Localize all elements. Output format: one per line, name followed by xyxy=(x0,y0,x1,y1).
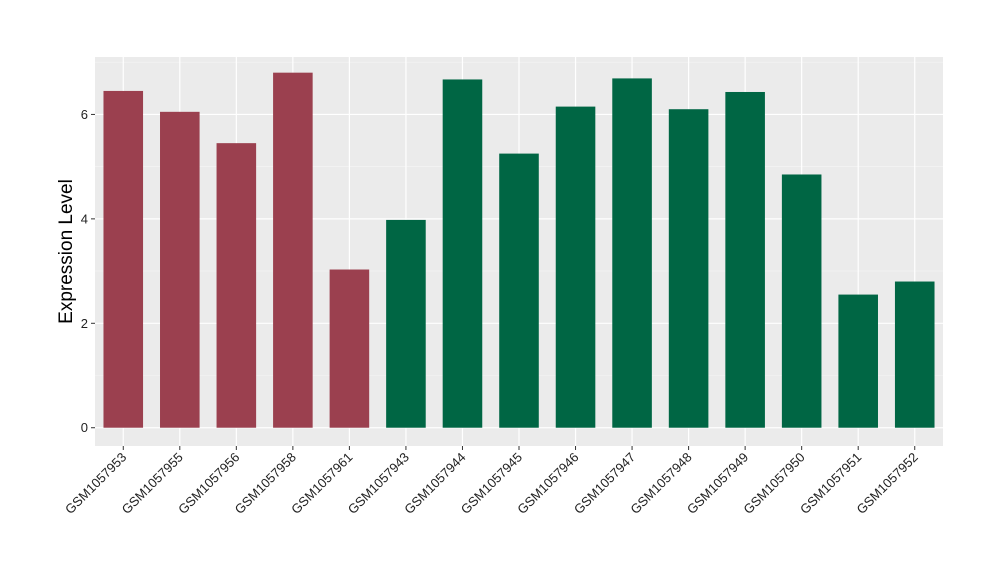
bar xyxy=(386,219,426,428)
y-tick-label: 4 xyxy=(81,211,88,226)
bar xyxy=(103,90,144,428)
bar xyxy=(273,72,313,428)
bar xyxy=(894,281,935,428)
bar xyxy=(442,79,483,428)
bar xyxy=(838,294,878,428)
y-tick-label: 6 xyxy=(81,107,88,122)
y-tick-label: 2 xyxy=(81,316,88,331)
x-axis: GSM1057953GSM1057955GSM1057956GSM1057958… xyxy=(62,446,921,517)
bars xyxy=(103,72,935,428)
bar xyxy=(781,174,822,428)
bar xyxy=(612,78,652,428)
bar xyxy=(329,269,370,428)
bar xyxy=(160,111,200,428)
bar xyxy=(725,91,765,428)
y-axis: 0 2 4 6 xyxy=(81,107,95,435)
y-axis-title: Expression Level xyxy=(56,179,77,324)
bar xyxy=(216,143,257,428)
bar xyxy=(555,106,596,428)
bar xyxy=(668,109,709,428)
y-tick-label: 0 xyxy=(81,420,88,435)
bar xyxy=(499,153,539,428)
